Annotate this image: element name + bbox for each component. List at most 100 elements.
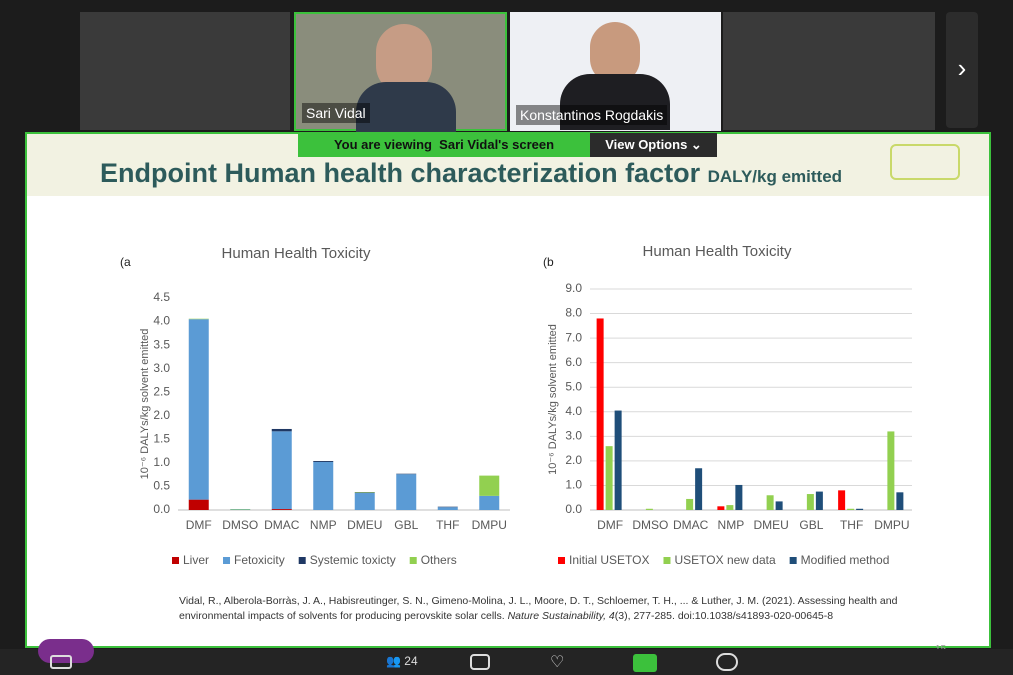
y-tick-label: 1.0	[565, 478, 582, 492]
slide-title: Endpoint Human health characterization f…	[100, 158, 842, 189]
x-tick-label: DMF	[597, 518, 623, 532]
bar-segment	[188, 319, 209, 500]
y-tick-label: 1.5	[153, 432, 170, 446]
bar	[847, 508, 855, 510]
toolbar: 👥 24 ♡	[0, 639, 1013, 675]
bar	[838, 490, 846, 510]
y-tick-label: 9.0	[565, 281, 582, 295]
y-tick-label: 0.5	[153, 479, 170, 493]
legend-swatch	[789, 557, 797, 564]
bar	[605, 446, 613, 510]
person	[560, 74, 670, 130]
video-tile[interactable]: Sari Vidal	[294, 12, 507, 132]
video-tile[interactable]: Konstantinos Rogdakis	[510, 12, 721, 131]
bar-segment	[313, 461, 334, 510]
x-tick-label: DMPU	[874, 518, 909, 532]
x-tick-label: NMP	[310, 518, 337, 532]
y-tick-label: 5.0	[565, 379, 582, 393]
participant-name: Sari Vidal	[302, 103, 370, 123]
bar	[856, 508, 864, 510]
more-button[interactable]	[716, 653, 738, 671]
title-text: Endpoint Human health characterization f…	[100, 158, 701, 188]
legend-swatch	[663, 557, 671, 564]
bar-segment	[271, 431, 292, 510]
video-tile	[80, 12, 290, 130]
participants-button[interactable]: 👥 24	[386, 654, 418, 668]
bar-segment	[479, 475, 500, 496]
citation-rest: (3), 277-285. doi:10.1038/s41893-020-006…	[614, 610, 834, 622]
y-tick-label: 2.5	[153, 384, 170, 398]
y-tick-label: 0.0	[153, 502, 170, 516]
person	[356, 82, 456, 132]
legend-label: Modified method	[801, 553, 890, 567]
x-tick-label: DMSO	[632, 518, 668, 532]
x-tick-label: DMEU	[753, 518, 788, 532]
y-tick-label: 0.0	[565, 502, 582, 516]
view-options-label[interactable]: View Options	[605, 137, 688, 152]
bar-segment	[354, 493, 375, 510]
title-unit: DALY/kg emitted	[707, 167, 843, 186]
bar-segment	[479, 495, 500, 510]
y-tick-label: 8.0	[565, 306, 582, 320]
y-tick-label: 3.0	[153, 361, 170, 375]
y-tick-label: 6.0	[565, 355, 582, 369]
citation-journal: Nature Sustainability, 4	[507, 610, 615, 622]
bar	[806, 494, 814, 510]
x-tick-label: DMEU	[347, 518, 382, 532]
share-button[interactable]	[633, 654, 657, 672]
legend-label: Fetoxicity	[234, 553, 285, 567]
legend-label: Others	[421, 553, 457, 567]
chat-button[interactable]	[470, 654, 490, 670]
x-tick-label: DMF	[186, 518, 212, 532]
camera-button[interactable]	[50, 655, 72, 669]
citation-text: Vidal, R., Alberola-Borràs, J. A., Habis…	[179, 595, 898, 622]
legend-swatch	[409, 557, 417, 564]
react-button[interactable]: ♡	[550, 654, 565, 671]
bar	[815, 491, 823, 510]
x-tick-label: DMAC	[673, 518, 709, 532]
chart-title: Human Health Toxicity	[643, 243, 792, 260]
y-tick-label: 2.0	[565, 453, 582, 467]
bar-segment	[437, 507, 458, 510]
legend-label: USETOX new data	[674, 553, 775, 567]
bar	[645, 508, 653, 510]
x-tick-label: GBL	[799, 518, 823, 532]
x-tick-label: DMSO	[222, 518, 258, 532]
bar	[726, 505, 734, 510]
x-tick-label: NMP	[718, 518, 745, 532]
panel-label: (b	[543, 255, 554, 269]
logo	[38, 639, 94, 663]
y-tick-label: 2.0	[153, 408, 170, 422]
y-tick-label: 3.0	[565, 429, 582, 443]
legend-label: Systemic toxicty	[310, 553, 396, 567]
y-tick-label: 1.0	[153, 455, 170, 469]
y-tick-label: 7.0	[565, 330, 582, 344]
view-options[interactable]: View Options ⌄	[590, 133, 717, 157]
legend-swatch	[558, 557, 565, 564]
y-axis-label: 10⁻⁶ DALYs/kg solvent emitted	[547, 324, 559, 475]
legend-label: Liver	[183, 553, 209, 567]
participant-count[interactable]: 24	[404, 654, 418, 668]
next-button[interactable]: ›	[946, 12, 978, 128]
x-tick-label: THF	[436, 518, 459, 532]
bar	[596, 318, 604, 510]
logo	[890, 144, 960, 180]
video-tile	[723, 12, 935, 130]
bar-segment	[188, 499, 209, 510]
legend-label: Initial USETOX	[569, 553, 649, 567]
y-tick-label: 4.0	[153, 314, 170, 328]
bar	[717, 506, 725, 510]
x-tick-label: DMPU	[472, 518, 507, 532]
y-tick-label: 4.0	[565, 404, 582, 418]
bar	[735, 484, 743, 510]
bar-segment	[313, 461, 334, 462]
x-tick-label: DMAC	[264, 518, 300, 532]
viewing-banner: You are viewing Sari Vidal's screen	[298, 133, 590, 157]
legend-swatch	[298, 557, 306, 564]
x-tick-label: GBL	[394, 518, 418, 532]
bar	[614, 410, 622, 510]
x-tick-label: THF	[840, 518, 863, 532]
participant-name: Konstantinos Rogdakis	[516, 105, 668, 125]
